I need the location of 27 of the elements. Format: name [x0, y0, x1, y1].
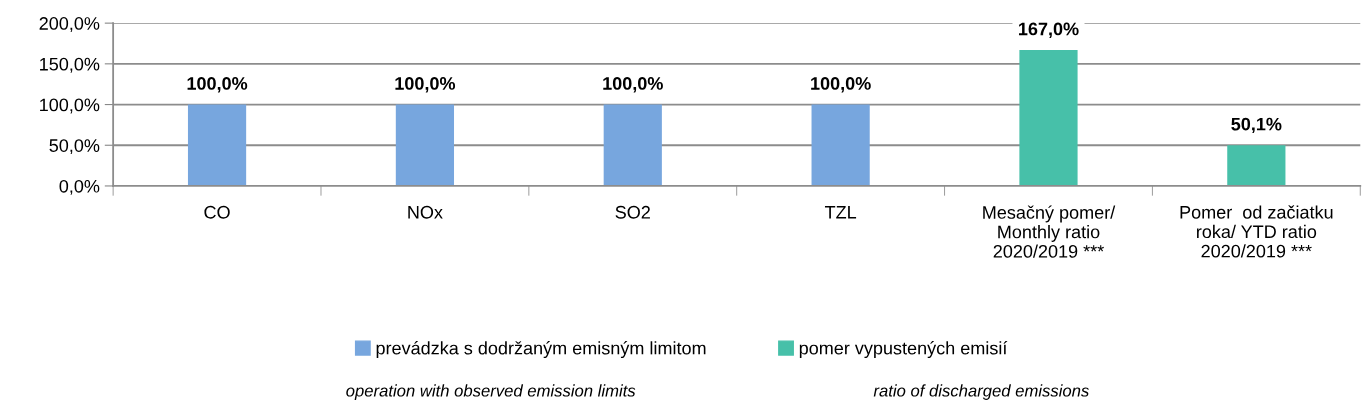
data-label: 100,0% — [395, 77, 456, 93]
legend-label: pomer vypustených emisií — [799, 341, 1008, 359]
x-tick-label: TZL — [824, 206, 857, 219]
y-tick-label: 200,0% — [39, 17, 100, 32]
x-tick-label: CO — [204, 205, 230, 219]
text: operation with observed emission limits — [346, 384, 636, 400]
y-tick-label: 100,0% — [40, 98, 100, 114]
text: ratio of discharged emissions — [873, 384, 1089, 400]
x-tick-label: SO2 — [615, 205, 650, 219]
bar — [187, 104, 247, 186]
legend-label: prevádzka s dodržaným emisným limitom — [376, 341, 706, 359]
bar — [1227, 145, 1286, 186]
bar — [811, 104, 870, 186]
data-label: 167,0% — [1019, 22, 1079, 38]
data-label: 100,0% — [187, 77, 248, 93]
bar — [603, 104, 662, 186]
y-tick-label: 150,0% — [40, 57, 100, 73]
y-tick-label: 0,0% — [59, 179, 100, 195]
bar — [395, 104, 455, 186]
x-tick-label: NOx — [408, 205, 443, 219]
data-label: 100,0% — [811, 77, 871, 93]
data-label: 100,0% — [603, 77, 663, 93]
y-tick-label: 50,0% — [49, 139, 100, 155]
x-tick-label: Pomer od začiatku roka/ YTD ratio 2020/2019 *** — [1180, 205, 1333, 258]
x-tick-label: Mesačný pomer/ Monthly ratio 2020/2019 *** — [983, 205, 1116, 258]
bar — [1019, 50, 1078, 186]
data-label: 50,1% — [1231, 117, 1282, 134]
